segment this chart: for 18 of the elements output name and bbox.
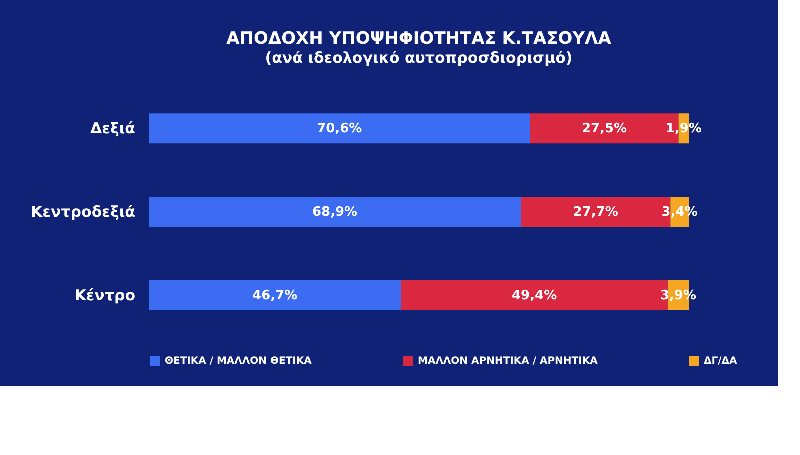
data-label: 68,9% xyxy=(312,205,358,220)
data-label: 1,9% xyxy=(666,122,702,137)
data-label: 27,5% xyxy=(582,122,628,137)
y-tick-label: Κεντροδεξιά xyxy=(31,203,136,221)
bar xyxy=(149,280,402,310)
chart-title: ΑΠΟΔΟΧΗ ΥΠΟΨΗΦΙΟΤΗΤΑΣ Κ.ΤΑΣΟΥΛΑ xyxy=(226,29,612,49)
y-tick-label: Κέντρο xyxy=(74,286,136,304)
data-label: 46,7% xyxy=(252,288,298,304)
y-tick-label: Δεξιά xyxy=(90,120,136,138)
legend-label: ΔΓ/ΔΑ xyxy=(704,356,738,367)
bar xyxy=(149,197,522,227)
chart-subtitle: (ανά ιδεολογικό αυτοπροσδιορισμό) xyxy=(265,49,573,67)
legend-label: ΘΕΤΙΚΑ / ΜΑΛΛΟΝ ΘΕΤΙΚΑ xyxy=(165,356,312,367)
data-label: 27,7% xyxy=(573,205,618,220)
legend-label: ΜΑΛΛΟΝ ΑΡΝΗΤΙΚΑ / ΑΡΝΗΤΙΚΑ xyxy=(418,356,598,367)
data-label: 49,4% xyxy=(512,288,558,304)
data-label: 70,6% xyxy=(317,122,362,137)
bar xyxy=(149,114,530,144)
